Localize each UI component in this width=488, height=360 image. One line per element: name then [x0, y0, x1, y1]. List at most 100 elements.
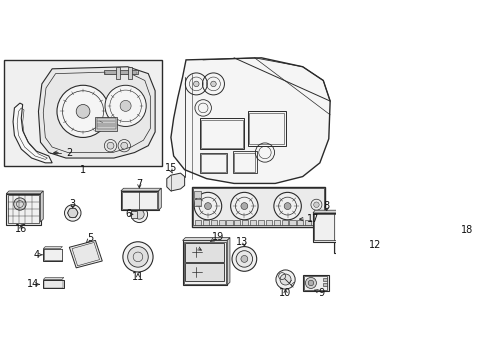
Bar [185, 243, 224, 262]
Text: 17: 17 [306, 214, 319, 224]
Polygon shape [6, 191, 43, 194]
Circle shape [307, 280, 313, 286]
Bar [43, 249, 62, 261]
Bar [424, 234, 475, 278]
Bar [226, 220, 232, 225]
Bar [273, 220, 279, 225]
Bar [194, 199, 201, 206]
Polygon shape [121, 188, 161, 191]
Circle shape [107, 142, 114, 149]
Bar [95, 117, 117, 131]
Bar [323, 278, 327, 281]
Bar [427, 237, 473, 247]
Circle shape [360, 247, 387, 275]
Bar [116, 67, 120, 79]
Bar [121, 191, 158, 210]
Bar [105, 72, 136, 73]
Circle shape [241, 203, 247, 210]
Bar [185, 263, 224, 281]
Polygon shape [158, 188, 161, 210]
Circle shape [370, 257, 377, 265]
Circle shape [14, 198, 26, 210]
Circle shape [230, 192, 258, 220]
Bar [234, 153, 255, 172]
Text: 3: 3 [70, 199, 76, 209]
Bar [314, 214, 352, 240]
Bar [305, 220, 311, 225]
Bar [257, 220, 264, 225]
Bar [449, 266, 473, 273]
Bar [201, 154, 225, 172]
Bar [191, 187, 325, 227]
Text: 10: 10 [279, 288, 291, 298]
Polygon shape [13, 103, 52, 163]
Circle shape [64, 205, 81, 221]
Bar [234, 220, 240, 225]
Text: 13: 13 [236, 238, 248, 247]
Bar [265, 220, 271, 225]
Bar [131, 211, 136, 218]
Circle shape [365, 252, 383, 270]
Bar [199, 153, 227, 173]
Text: 6: 6 [125, 209, 131, 219]
Bar [323, 283, 327, 286]
Circle shape [57, 85, 109, 138]
Bar [302, 275, 328, 291]
Bar [201, 120, 243, 148]
Circle shape [76, 104, 90, 118]
Bar [312, 213, 353, 242]
Bar [103, 70, 138, 74]
Text: 15: 15 [164, 163, 177, 173]
Bar [249, 113, 284, 144]
Bar [242, 220, 248, 225]
Bar [333, 225, 374, 253]
Bar [4, 60, 162, 166]
Polygon shape [227, 238, 229, 285]
Circle shape [241, 256, 247, 262]
Text: 1: 1 [80, 165, 86, 175]
Polygon shape [166, 173, 184, 191]
Bar [43, 279, 64, 288]
Text: 16: 16 [15, 224, 27, 234]
Bar [232, 151, 256, 173]
Circle shape [204, 203, 211, 210]
Circle shape [236, 251, 252, 267]
Text: 2: 2 [66, 148, 72, 158]
Polygon shape [43, 278, 64, 279]
Text: 12: 12 [368, 239, 380, 249]
Text: 19: 19 [212, 232, 224, 242]
Circle shape [121, 142, 127, 149]
Bar [304, 276, 327, 290]
Polygon shape [69, 240, 102, 268]
Circle shape [68, 208, 78, 218]
Bar [281, 220, 287, 225]
Bar [427, 249, 447, 257]
Text: 14: 14 [27, 279, 39, 289]
Bar [194, 191, 201, 198]
Polygon shape [424, 231, 478, 234]
Bar [44, 280, 63, 288]
Bar [97, 118, 116, 129]
Circle shape [127, 247, 148, 267]
Circle shape [105, 85, 146, 126]
Bar [427, 258, 447, 266]
Circle shape [131, 206, 147, 222]
Bar [426, 235, 474, 277]
Text: 18: 18 [460, 225, 472, 235]
Text: 8: 8 [323, 201, 329, 211]
Circle shape [305, 278, 316, 288]
Bar [335, 225, 373, 252]
Polygon shape [352, 210, 354, 241]
Circle shape [280, 274, 290, 285]
Circle shape [210, 81, 216, 87]
Polygon shape [41, 191, 43, 222]
Bar [449, 258, 473, 266]
Bar [297, 220, 303, 225]
Bar [312, 220, 319, 225]
Bar [210, 220, 216, 225]
Circle shape [120, 100, 131, 111]
Bar [192, 188, 324, 225]
Bar [449, 249, 473, 257]
Bar [7, 195, 39, 223]
Bar [247, 111, 285, 146]
